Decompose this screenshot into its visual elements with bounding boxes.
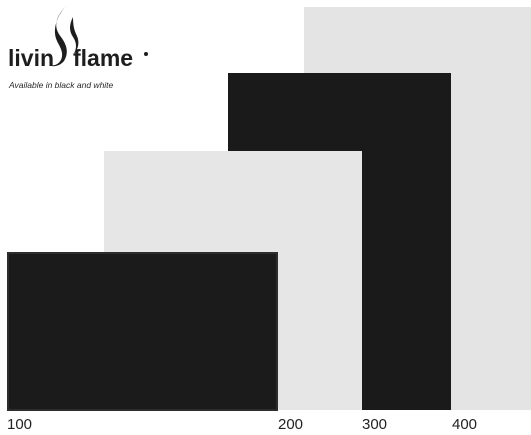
size-label-300: 300 <box>362 416 388 433</box>
size-label-200: 200 <box>278 416 304 433</box>
size-label-100: 100 <box>7 416 33 433</box>
trademark-mark <box>144 52 148 56</box>
logo-word-livin: livin <box>8 45 55 71</box>
brand-logo: livin flame Available in black and white <box>7 3 167 93</box>
panel-size-100-black <box>7 252 278 411</box>
flame-icon <box>49 5 79 67</box>
size-label-400: 400 <box>452 416 478 433</box>
tagline: Available in black and white <box>9 80 114 90</box>
logo-word-flame: flame <box>73 45 134 71</box>
